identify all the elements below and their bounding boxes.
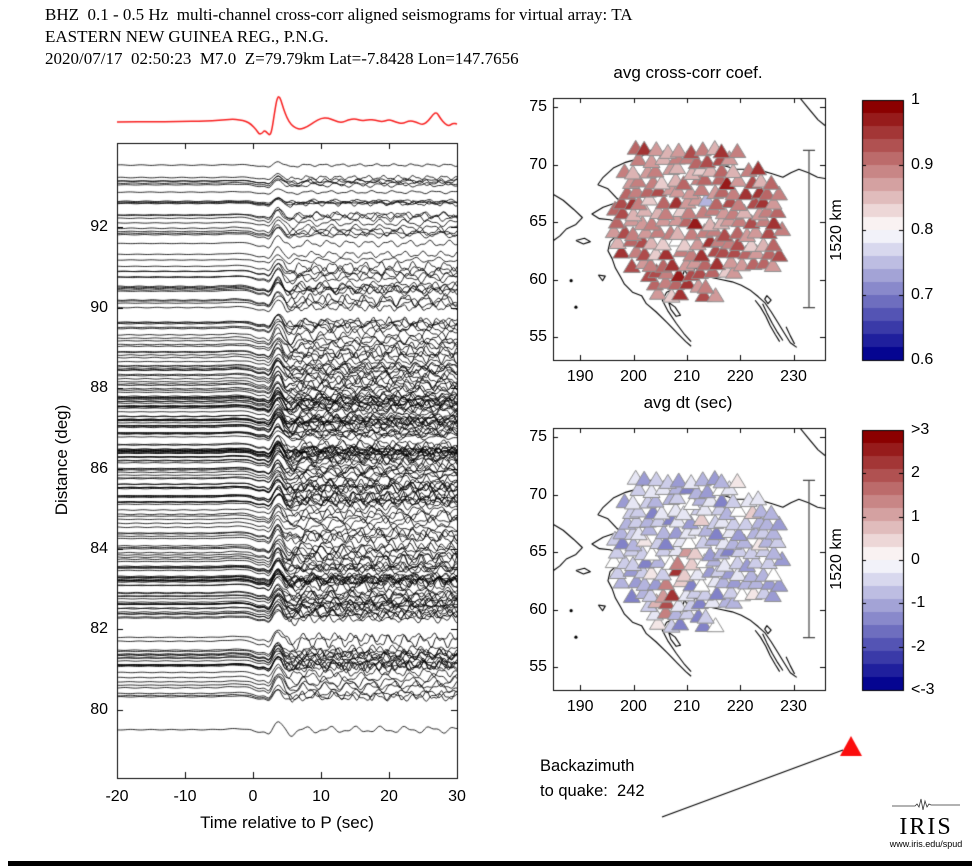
map-top-x-tick-label: 200 [620, 368, 647, 385]
scale-bar-label-top: 1520 km [828, 199, 845, 261]
map-bottom-y-tick-label: 65 [529, 543, 547, 561]
map-bottom-x-tick-label: 230 [780, 698, 807, 715]
map-top-y-tick-label: 60 [529, 270, 547, 288]
map-top-y-tick-label: 70 [529, 155, 547, 173]
seismo-x-tick-label: 30 [448, 788, 466, 805]
map-bottom-y-tick-label: 55 [529, 658, 547, 676]
seismo-y-tick-label: 84 [90, 539, 108, 557]
colorbar-top-tick-label: 1 [911, 91, 920, 108]
map-bottom-x-tick-label: 190 [566, 698, 594, 715]
seismo-x-axis-label: Time relative to P (sec) [200, 813, 374, 832]
seismo-x-tick-label: 20 [380, 788, 398, 805]
map-bottom-title: avg dt (sec) [643, 393, 733, 412]
map-top-x-tick-label: 190 [566, 368, 594, 385]
map-bottom-y-tick-label: 70 [529, 485, 547, 503]
colorbar-top-tick-label: 0.7 [911, 286, 934, 303]
map-bottom-y-tick-label: 60 [529, 600, 547, 618]
iris-logo: IRIS www.iris.edu/spud [886, 797, 966, 849]
colorbar-top-tick-label: 0.6 [911, 351, 934, 368]
seismo-x-tick-label: 0 [248, 788, 258, 805]
map-bottom-x-tick-label: 210 [673, 698, 701, 715]
iris-logo-url: www.iris.edu/spud [889, 839, 963, 849]
seismo-x-tick-label: -20 [105, 788, 129, 805]
seismo-y-tick-label: 86 [90, 459, 108, 477]
seismo-y-tick-label: 92 [90, 218, 108, 236]
title-line-2: EASTERN NEW GUINEA REG., P.N.G. [45, 27, 329, 46]
backazimuth-label: Backazimuth [540, 757, 635, 775]
map-bottom-x-tick-label: 220 [726, 698, 754, 715]
colorbar-bottom-tick-label: >3 [911, 421, 930, 438]
seismo-y-tick-label: 80 [90, 700, 108, 718]
map-top-x-tick-label: 210 [673, 368, 701, 385]
colorbar-bottom-tick-label: -2 [911, 637, 926, 655]
seismo-y-tick-label: 90 [90, 298, 108, 316]
map-top-title: avg cross-corr coef. [613, 63, 763, 82]
map-bottom-y-tick-label: 75 [529, 428, 547, 446]
colorbar-bottom-tick-label: 1 [911, 507, 920, 525]
backazimuth-value: to quake: 242 [540, 782, 645, 800]
iris-logo-text: IRIS [899, 814, 953, 840]
seismo-y-tick-label: 82 [90, 620, 108, 638]
map-bottom-x-tick-label: 200 [620, 698, 647, 715]
seismo-x-tick-label: -10 [173, 788, 197, 805]
bottom-bar [8, 861, 972, 866]
map-top-y-tick-label: 65 [529, 213, 547, 231]
colorbar-bottom-tick-label: <-3 [911, 681, 935, 698]
map-top-x-tick-label: 220 [726, 368, 754, 385]
title-line-1: BHZ 0.1 - 0.5 Hz multi-channel cross-cor… [45, 5, 633, 24]
map-top-x-tick-label: 230 [780, 368, 807, 385]
colorbar-top-tick-label: 0.8 [911, 221, 934, 238]
map-top-y-tick-label: 55 [529, 328, 547, 346]
seismo-x-tick-label: 10 [312, 788, 330, 805]
colorbar-bottom-tick-label: 0 [911, 551, 920, 568]
title-line-3: 2020/07/17 02:50:23 M7.0 Z=79.79km Lat=-… [45, 49, 519, 68]
map-top-y-tick-label: 75 [529, 98, 547, 116]
seismo-y-tick-label: 88 [90, 379, 108, 397]
colorbar-top-tick-label: 0.9 [911, 156, 934, 173]
colorbar-bottom-tick-label: -1 [911, 594, 926, 612]
scale-bar-label-bottom: 1520 km [828, 528, 845, 590]
colorbar-bottom-tick-label: 2 [911, 464, 920, 482]
seismogram-squiggle-icon [892, 798, 960, 811]
